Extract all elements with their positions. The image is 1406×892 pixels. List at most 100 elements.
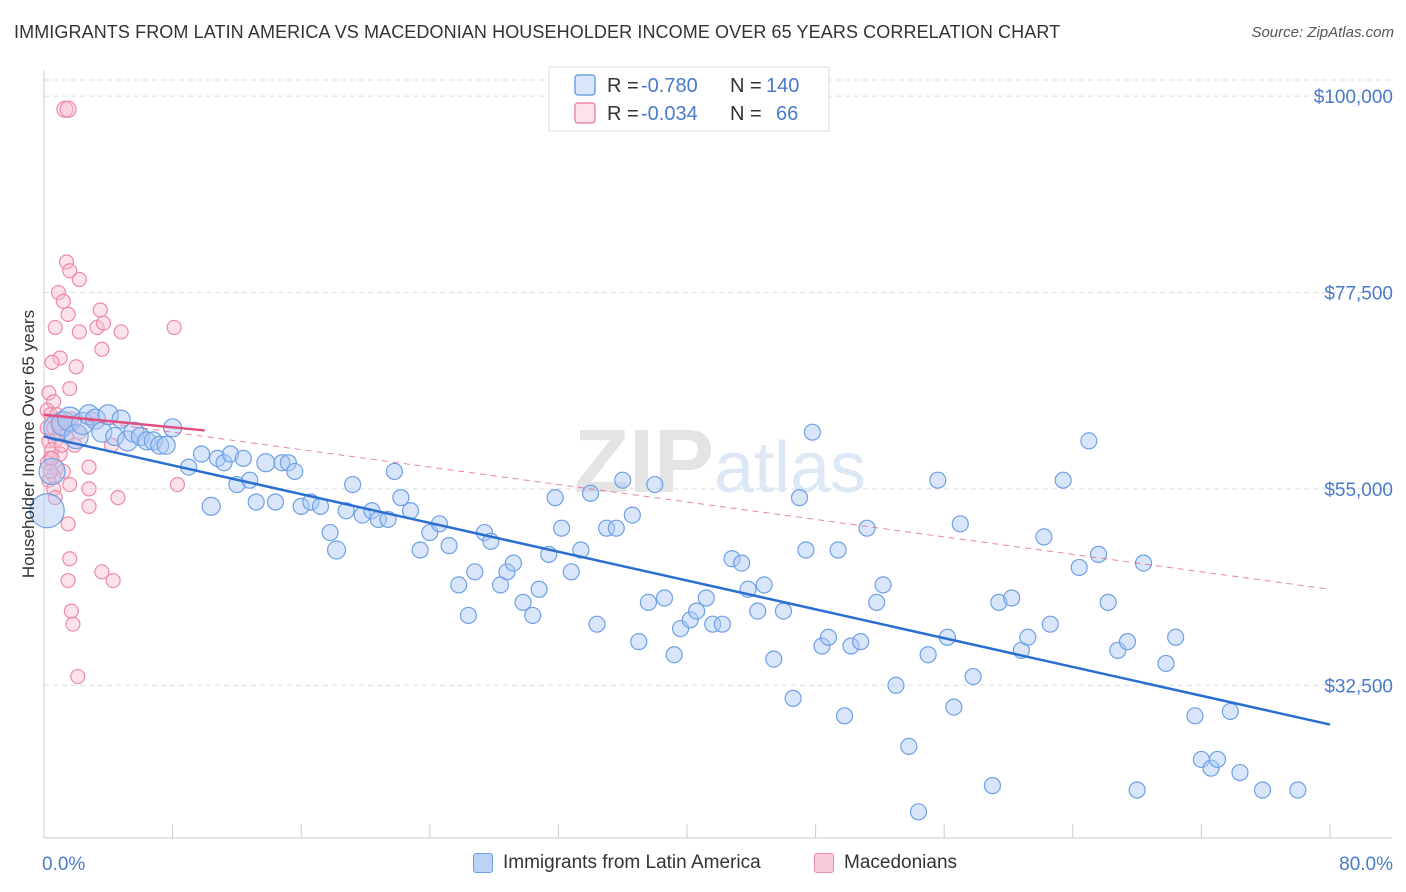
trend-line-macedonians-extended — [43, 414, 1331, 590]
blue-point — [964, 667, 982, 686]
blue-point — [266, 493, 285, 511]
blue-point — [749, 602, 767, 620]
y-tick-label: $32,500 — [1324, 676, 1393, 697]
blue-point — [421, 523, 439, 542]
blue-point — [1019, 628, 1037, 646]
blue-point — [797, 541, 815, 559]
pink-point — [71, 271, 87, 288]
pink-point — [62, 476, 78, 493]
blue-point — [524, 606, 542, 625]
pink-point — [60, 572, 76, 589]
pink-point — [55, 293, 71, 309]
blue-point — [1054, 471, 1072, 489]
pink-point — [81, 498, 97, 514]
blue-point — [273, 454, 291, 472]
legend-swatch-blue — [473, 853, 493, 873]
blue-point — [874, 576, 892, 594]
series-legend: Immigrants from Latin America Macedonian… — [0, 852, 1406, 878]
blue-point — [450, 576, 468, 594]
blue-point — [292, 497, 310, 515]
blue-point — [945, 698, 963, 716]
blue-point — [1099, 593, 1117, 611]
blue-point — [385, 462, 404, 481]
pink-point — [169, 476, 186, 493]
blue-point — [321, 523, 339, 542]
pink-point — [65, 616, 81, 632]
y-tick-label: $55,000 — [1324, 480, 1393, 501]
legend-n-value: 66 — [776, 103, 798, 125]
pink-point — [52, 350, 68, 366]
y-tick-label: $100,000 — [1314, 87, 1393, 108]
blue-point — [546, 489, 564, 507]
blue-point — [614, 471, 632, 489]
blue-point — [530, 580, 548, 598]
blue-point — [137, 431, 157, 451]
blue-point — [697, 589, 715, 607]
blue-point — [733, 554, 751, 572]
blue-point — [704, 615, 722, 633]
blue-point — [411, 541, 429, 559]
blue-point — [1118, 633, 1137, 651]
legend-r-label: R = — [607, 75, 639, 97]
blue-point — [598, 519, 616, 537]
blue-point — [803, 423, 821, 441]
y-axis-label: Householder Income Over 65 years — [19, 310, 38, 578]
legend-n-label: N = — [730, 75, 762, 97]
pink-point — [58, 254, 75, 270]
chart-title: IMMIGRANTS FROM LATIN AMERICA VS MACEDON… — [14, 22, 1061, 42]
blue-point — [1202, 759, 1220, 777]
legend-swatch — [574, 74, 596, 96]
blue-point — [630, 633, 648, 651]
legend-n-value: 140 — [766, 75, 799, 97]
pink-point — [60, 516, 76, 532]
pink-point — [81, 481, 97, 497]
legend-label-macedonians: Macedonians — [844, 852, 958, 873]
y-tick-label: $77,500 — [1324, 284, 1393, 305]
blue-point — [466, 563, 484, 581]
blue-point — [201, 496, 221, 516]
pink-point — [41, 385, 57, 401]
blue-point — [1231, 763, 1249, 782]
blue-point — [1070, 558, 1088, 577]
blue-point — [1003, 589, 1021, 607]
trend-line-macedonians — [43, 413, 205, 432]
pink-point — [63, 603, 79, 619]
axes — [43, 70, 1392, 839]
x-tick-labels: 0.0% 80.0% — [42, 854, 1393, 875]
blue-point — [1167, 628, 1185, 646]
blue-point — [440, 537, 458, 555]
pink-point — [71, 324, 87, 340]
blue-point — [1128, 781, 1146, 799]
blue-point — [681, 611, 699, 629]
blue-point — [279, 454, 297, 472]
blue-point — [1109, 641, 1127, 659]
blue-point — [105, 426, 125, 447]
blue-point — [655, 589, 674, 607]
blue-point — [929, 471, 947, 489]
blue-point — [639, 593, 658, 611]
blue-point — [723, 550, 741, 568]
pink-point — [42, 463, 59, 480]
source-label: Source: ZipAtlas.com — [1251, 24, 1394, 41]
blue-point — [215, 454, 233, 472]
legend-n-label: N = — [730, 103, 762, 125]
blue-point — [326, 540, 347, 560]
blue-point — [581, 484, 600, 502]
pink-point — [62, 263, 78, 279]
blue-point — [813, 637, 831, 655]
pink-point — [94, 564, 110, 580]
trend-line-immigrants — [43, 435, 1331, 726]
blue-point — [1221, 702, 1239, 721]
pink-point — [59, 100, 77, 118]
blue-point — [29, 493, 65, 529]
blue-point — [858, 519, 876, 537]
legend-label-immigrants: Immigrants from Latin America — [503, 852, 761, 873]
blue-point — [1157, 654, 1175, 673]
x-tick-label: 0.0% — [42, 854, 85, 875]
blue-point — [498, 563, 516, 581]
blue-point — [234, 449, 252, 467]
blue-point — [919, 646, 937, 664]
blue-point — [688, 602, 706, 620]
blue-point — [337, 502, 355, 520]
